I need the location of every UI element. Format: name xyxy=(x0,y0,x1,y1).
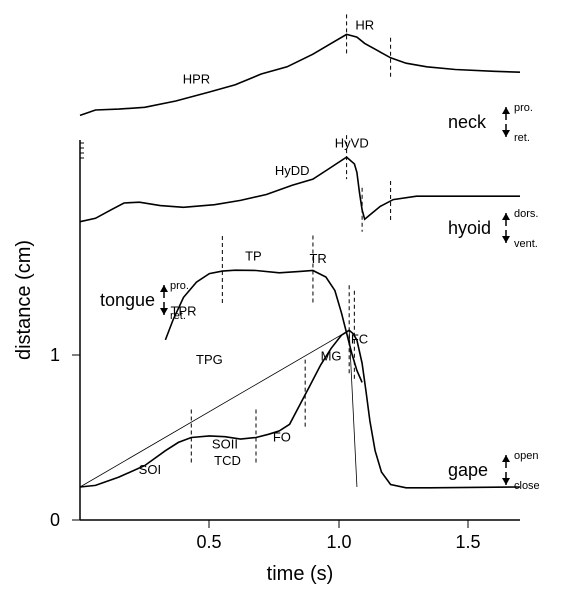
hyoid-label: hyoid xyxy=(448,218,491,238)
y-axis-title: distance (cm) xyxy=(13,240,35,360)
tongue-trace xyxy=(165,270,362,382)
gape-label-SOI: SOI xyxy=(139,462,161,477)
gape-label-TCD: TCD xyxy=(214,453,241,468)
tongue-label: tongue xyxy=(100,290,155,310)
hyoid-indicator: hyoid dors. vent. xyxy=(448,208,538,250)
tongue-indicator: tongue pro. ret. xyxy=(100,280,189,322)
hyoid-up: dors. xyxy=(514,208,538,220)
gape-trace-group: SOI SOIITCD FO MG FC TPG xyxy=(80,285,520,488)
y-axis-ticks xyxy=(72,355,80,520)
gape-label-MG: MG xyxy=(321,348,342,363)
neck-trace xyxy=(80,34,520,115)
xtick-0: 0.5 xyxy=(196,532,221,552)
xtick-2: 1.5 xyxy=(455,532,480,552)
xtick-1: 1.0 xyxy=(326,532,351,552)
hyoid-down: vent. xyxy=(514,238,538,250)
gape-label-SOII: SOII xyxy=(212,437,238,452)
neck-up: pro. xyxy=(514,102,533,114)
gape-label-TPG: TPG xyxy=(196,352,223,367)
neck-indicator: neck pro. ret. xyxy=(448,102,533,144)
hyoid-label-HyDD: HyDD xyxy=(275,163,310,178)
gape-indicator: gape open close xyxy=(448,450,540,492)
tongue-up: pro. xyxy=(170,280,189,292)
gape-label: gape xyxy=(448,460,488,480)
neck-label-HPR: HPR xyxy=(183,71,210,86)
tongue-label-TP: TP xyxy=(245,248,262,263)
neck-label: neck xyxy=(448,112,487,132)
neck-trace-group: HPR HR xyxy=(80,14,520,115)
x-axis-ticks xyxy=(209,520,468,528)
ytick-1: 1 xyxy=(50,345,60,365)
tongue-label-TR: TR xyxy=(309,251,326,266)
gape-down: close xyxy=(514,480,540,492)
gape-label-FO: FO xyxy=(273,429,291,444)
tongue-down: ret. xyxy=(170,310,186,322)
neck-label-HR: HR xyxy=(355,17,374,32)
neck-down: ret. xyxy=(514,132,530,144)
x-axis-title: time (s) xyxy=(267,563,334,585)
ytick-0: 0 xyxy=(50,510,60,530)
gape-up: open xyxy=(514,450,538,462)
hyoid-label-HyVD: HyVD xyxy=(335,136,369,151)
gape-label-FC: FC xyxy=(351,332,368,347)
